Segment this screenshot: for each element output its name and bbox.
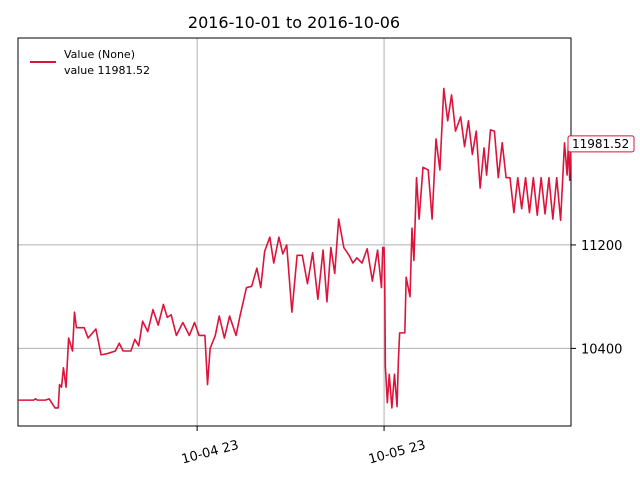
plot-area — [17, 37, 572, 427]
last-value-badge-label: 11981.52 — [572, 137, 629, 151]
series-line-0 — [18, 87, 572, 409]
axes-layer: 10400 11200 10-04 23 10-05 23 — [180, 239, 622, 467]
grid-lines — [18, 38, 571, 426]
y-tick-label-0: 10400 — [581, 342, 622, 357]
chart-title: 2016-10-01 to 2016-10-06 — [188, 13, 400, 32]
x-tick-label-1: 10-05 23 — [367, 438, 427, 468]
series-layer — [18, 87, 572, 409]
x-tick-label-0: 10-04 23 — [180, 438, 240, 468]
last-value-badge-box — [567, 135, 635, 153]
last-value-badge: 11981.52 — [567, 135, 635, 153]
legend-label-last-value: value 11981.52 — [64, 64, 150, 77]
y-tick-label-1: 11200 — [581, 239, 622, 254]
legend-label-value: Value (None) — [64, 48, 135, 61]
legend: Value (None) value 11981.52 — [30, 48, 150, 77]
